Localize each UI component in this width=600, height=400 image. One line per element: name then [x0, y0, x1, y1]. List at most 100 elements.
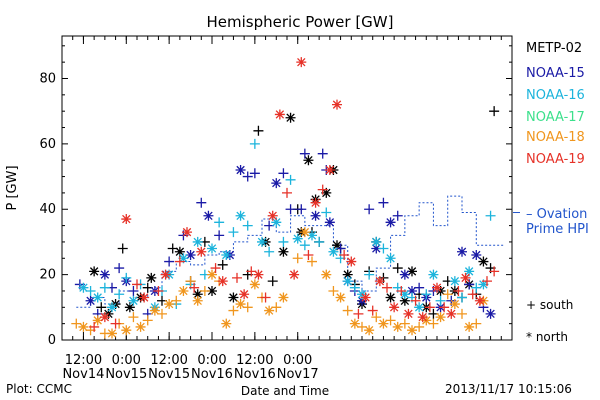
point-noaa-18-north	[235, 299, 246, 310]
point-noaa-16-south	[249, 138, 260, 149]
legend-noaa-15: NOAA-15	[526, 66, 585, 81]
y-tick-label: 0	[48, 333, 56, 348]
point-noaa-16-south	[278, 236, 289, 247]
x-tick-label-time: 12:00	[236, 353, 273, 368]
point-noaa-18-south	[428, 318, 439, 329]
point-metp-02-north	[385, 292, 396, 303]
x-tick-label-date: Nov16	[191, 367, 233, 382]
point-noaa-16-south	[264, 246, 275, 257]
point-metp-02-north	[342, 269, 353, 280]
point-noaa-18-south	[228, 305, 239, 316]
point-noaa-19-north	[374, 276, 385, 287]
point-noaa-19-south	[153, 285, 164, 296]
point-noaa-19-south	[210, 263, 221, 274]
point-noaa-19-south	[260, 292, 271, 303]
point-noaa-19-north	[417, 312, 428, 323]
point-noaa-19-north	[432, 282, 442, 293]
legend-south-symbol: + south	[526, 298, 574, 312]
point-noaa-18-south	[185, 276, 196, 287]
point-noaa-19-south	[439, 302, 450, 313]
point-noaa-19-north	[139, 292, 150, 303]
point-noaa-19-north	[253, 269, 264, 280]
point-noaa-16-south	[378, 243, 389, 254]
point-metp-02-north	[174, 246, 185, 257]
point-noaa-18-south	[242, 302, 253, 313]
point-noaa-18-north	[164, 299, 175, 310]
legend-noaa-17: NOAA-17	[526, 110, 585, 125]
point-noaa-15-north	[271, 178, 282, 189]
point-metp-02-north	[278, 246, 289, 257]
point-noaa-16-south	[285, 174, 296, 185]
point-noaa-16-south	[321, 207, 332, 218]
point-noaa-16-south	[421, 289, 432, 300]
point-noaa-15-north	[485, 308, 496, 319]
point-noaa-19-north	[389, 302, 400, 313]
point-metp-02-north	[124, 302, 135, 313]
point-noaa-16-north	[385, 253, 396, 264]
point-noaa-18-south	[142, 315, 153, 326]
point-noaa-18-north	[364, 325, 375, 336]
point-noaa-19-south	[174, 256, 185, 267]
point-noaa-19-north	[121, 214, 132, 225]
point-noaa-18-north	[149, 305, 160, 316]
y-tick-label: 80	[39, 71, 56, 86]
point-noaa-18-north	[392, 321, 403, 332]
point-metp-02-south	[267, 276, 278, 287]
point-noaa-16-north	[221, 250, 232, 261]
point-noaa-15-south	[317, 148, 328, 159]
point-noaa-15-north	[235, 165, 246, 176]
point-noaa-19-north	[460, 272, 471, 283]
point-noaa-16-south	[457, 292, 467, 303]
point-noaa-18-south	[199, 285, 210, 296]
point-metp-02-north	[285, 112, 296, 123]
point-metp-02-north	[146, 272, 157, 283]
point-noaa-18-north	[299, 227, 310, 238]
point-noaa-18-north	[207, 269, 217, 280]
point-noaa-19-south	[489, 266, 500, 277]
point-noaa-18-south	[157, 308, 167, 319]
legend-metp-02: METP-02	[526, 41, 583, 56]
point-metp-02-north	[399, 295, 410, 306]
point-noaa-19-south	[282, 187, 292, 198]
point-noaa-19-south	[89, 321, 100, 332]
point-noaa-15-north	[203, 210, 214, 221]
point-noaa-16-north	[449, 276, 460, 287]
point-noaa-19-south	[110, 318, 121, 329]
point-noaa-16-north	[92, 292, 103, 303]
point-noaa-18-south	[471, 318, 482, 329]
x-tick-label-time: 0:00	[283, 353, 312, 368]
point-noaa-15-north	[399, 269, 410, 280]
point-metp-02-south	[392, 263, 403, 274]
point-noaa-16-south	[485, 210, 496, 221]
point-metp-02-south	[253, 125, 264, 136]
legend-ovation-line2: Prime HPI	[526, 222, 589, 237]
point-noaa-19-north	[217, 276, 228, 287]
point-noaa-16-north	[414, 302, 425, 313]
point-noaa-18-south	[292, 253, 303, 264]
point-noaa-19-north	[274, 109, 285, 120]
point-noaa-18-north	[92, 315, 103, 326]
point-noaa-18-south	[307, 256, 317, 267]
point-noaa-18-south	[414, 321, 425, 332]
point-noaa-18-south	[342, 305, 353, 316]
point-noaa-16-south	[85, 285, 96, 296]
point-metp-02-south	[117, 243, 128, 254]
point-noaa-15-south	[164, 256, 175, 267]
point-noaa-16-north	[78, 282, 89, 293]
point-noaa-16-north	[371, 236, 382, 247]
point-noaa-18-north	[335, 292, 346, 303]
point-noaa-15-south	[278, 168, 289, 179]
point-noaa-16-north	[328, 246, 339, 257]
point-noaa-19-north	[360, 292, 371, 303]
point-noaa-15-south	[378, 197, 389, 208]
x-tick-label-time: 12:00	[65, 353, 102, 368]
y-tick-label: 20	[39, 268, 56, 283]
point-noaa-19-south	[339, 250, 350, 261]
point-metp-02-north	[228, 292, 239, 303]
point-noaa-16-north	[428, 269, 439, 280]
legend-ovation-line1: – Ovation	[526, 207, 588, 222]
point-noaa-19-south	[317, 184, 328, 195]
point-noaa-19-north	[160, 269, 171, 280]
point-noaa-15-north	[185, 250, 196, 261]
